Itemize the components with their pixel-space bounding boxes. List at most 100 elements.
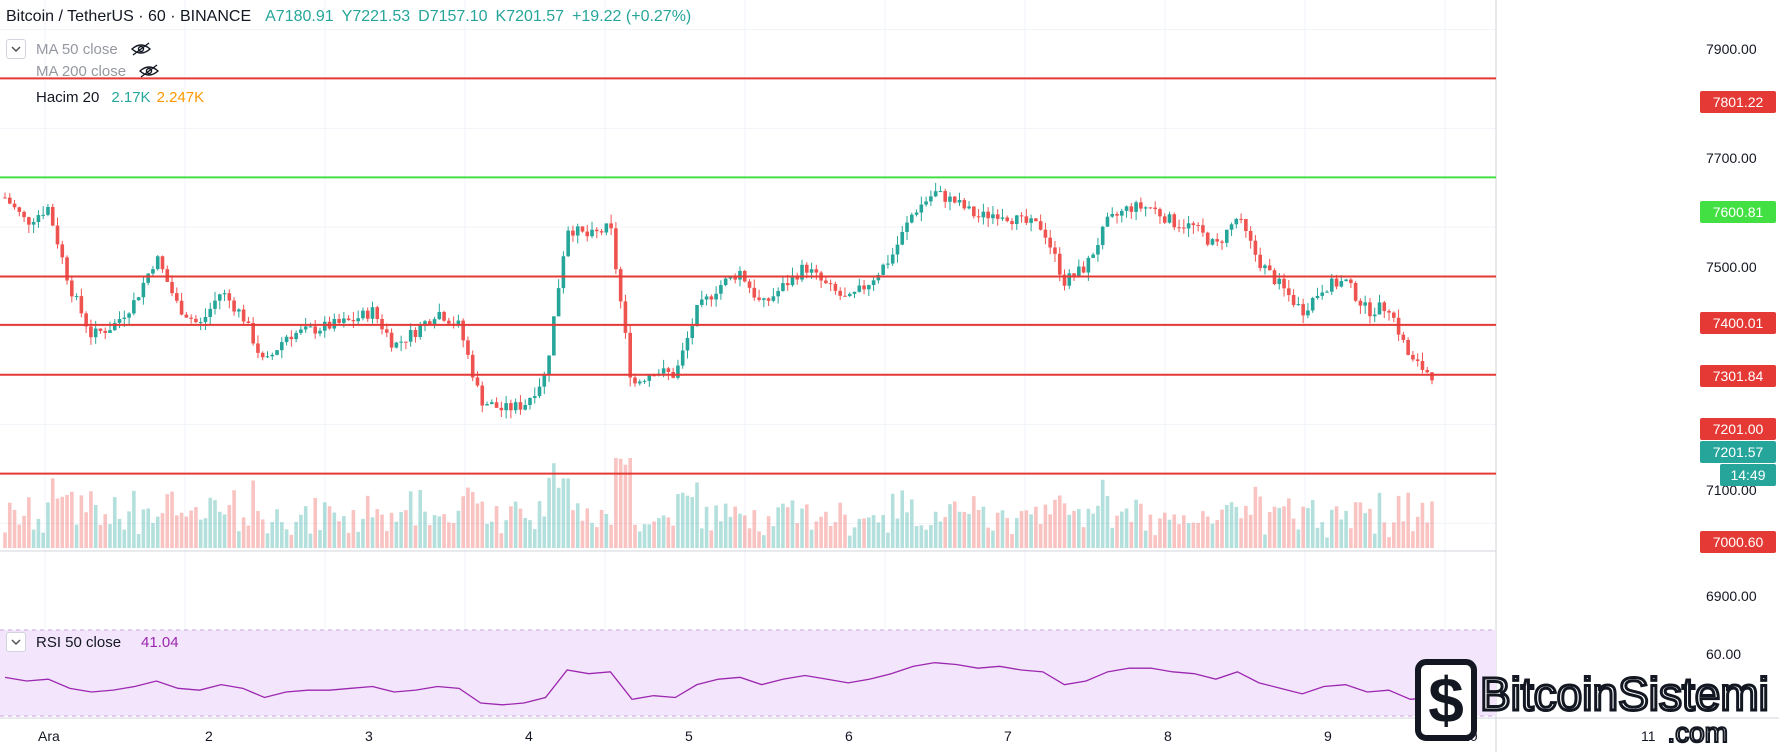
volume-bar <box>60 496 65 548</box>
level-tag[interactable]: 7201.00 <box>1700 418 1776 440</box>
collapse-indicators-button[interactable] <box>6 39 26 59</box>
volume-bar <box>1425 522 1430 548</box>
candle-body <box>122 317 127 320</box>
candle-body <box>1320 292 1325 296</box>
volume-bar <box>1392 522 1396 548</box>
volume-bar <box>871 515 876 548</box>
volume-bar <box>1368 508 1372 548</box>
candle-body <box>633 377 637 384</box>
candle-body <box>208 308 213 317</box>
level-tag[interactable]: 7000.60 <box>1700 531 1776 553</box>
symbol-title[interactable]: Bitcoin / TetherUS · 60 · BINANCE <box>6 8 252 25</box>
volume-bar <box>881 515 885 548</box>
candle-body <box>1043 229 1048 238</box>
volume-bar <box>485 523 489 548</box>
rsi-label[interactable]: RSI 50 close <box>36 633 122 651</box>
ma200-label[interactable]: MA 200 close <box>36 62 127 80</box>
volume-bar <box>1139 503 1143 548</box>
candle-body <box>260 352 265 358</box>
volume-bar <box>890 493 895 548</box>
volume-bar <box>1282 506 1286 548</box>
time-tick: 5 <box>685 728 693 744</box>
volume-bar <box>1105 496 1110 548</box>
eye-hidden-icon[interactable] <box>138 64 160 78</box>
volume-bar <box>222 514 227 548</box>
volume-bar <box>995 512 1000 548</box>
volume-bar <box>671 525 675 548</box>
collapse-rsi-button[interactable] <box>6 632 26 652</box>
volume-bar <box>1220 509 1224 548</box>
candle-body <box>862 285 866 290</box>
volume-bar <box>12 509 17 548</box>
volume-bar <box>112 497 117 548</box>
eye-hidden-icon[interactable] <box>130 42 152 56</box>
level-tag[interactable]: 7600.81 <box>1700 201 1776 223</box>
volume-bar <box>256 511 260 548</box>
volume-bar <box>108 524 112 548</box>
close-value: K7201.57 <box>495 8 565 25</box>
volume-bar <box>1239 518 1243 548</box>
volume-bar <box>618 458 623 548</box>
level-tag[interactable]: 7301.84 <box>1700 365 1776 387</box>
volume-bar <box>1034 506 1038 548</box>
volume-bar <box>1420 502 1425 548</box>
time-tick: Ara <box>38 728 60 744</box>
candle-body <box>738 270 742 280</box>
candle-body <box>1244 219 1248 231</box>
candle-body <box>275 350 279 355</box>
candle-body <box>1224 229 1229 243</box>
rsi-band <box>0 630 1496 716</box>
volume-bar <box>905 512 909 548</box>
level-tag[interactable]: 7400.01 <box>1700 312 1776 334</box>
volume-label[interactable]: Hacim 20 <box>36 88 100 106</box>
candle-body <box>1000 217 1005 219</box>
candle-body <box>1248 230 1253 241</box>
volume-bar <box>1177 524 1181 548</box>
volume-bar <box>232 490 236 548</box>
candle-body <box>375 307 380 319</box>
candle-body <box>614 228 618 270</box>
candle-body <box>490 402 494 405</box>
level-tag[interactable]: 7801.22 <box>1700 91 1776 113</box>
volume-bar <box>1024 510 1029 548</box>
volume-bar <box>141 509 146 548</box>
volume-bar <box>747 528 752 548</box>
candle-body <box>642 380 647 382</box>
candle-body <box>494 402 499 408</box>
volume-bar <box>933 511 938 548</box>
ma50-label[interactable]: MA 50 close <box>36 40 118 58</box>
candle-body <box>843 295 847 297</box>
volume-bar <box>41 532 45 548</box>
volume-bar <box>800 508 804 548</box>
candle-body <box>1344 279 1348 282</box>
candle-body <box>790 275 795 286</box>
candle-body <box>852 291 857 294</box>
candle-body <box>1005 217 1010 222</box>
volume-bar <box>251 480 255 548</box>
candle-body <box>1182 227 1186 229</box>
candle-body <box>93 328 98 338</box>
candle-body <box>1368 302 1372 317</box>
candle-body <box>146 273 150 283</box>
candle-body <box>504 403 508 411</box>
volume-bar <box>1014 518 1019 548</box>
volume-bar <box>762 535 766 548</box>
candle-body <box>346 318 351 321</box>
candle-body <box>523 404 528 410</box>
candle-body <box>1258 254 1262 269</box>
volume-bar <box>413 525 418 548</box>
candle-body <box>299 329 303 333</box>
candle-body <box>1077 266 1081 276</box>
volume-bar <box>652 521 656 548</box>
volume-bar <box>580 520 585 548</box>
candle-body <box>117 319 122 323</box>
volume-bar <box>1344 510 1348 548</box>
candle-body <box>1053 247 1057 254</box>
volume-bar <box>709 530 714 548</box>
volume-bar <box>7 502 12 548</box>
price-tick: 6900.00 <box>1706 588 1757 604</box>
candle-body <box>766 298 771 301</box>
candle-body <box>1339 281 1344 287</box>
